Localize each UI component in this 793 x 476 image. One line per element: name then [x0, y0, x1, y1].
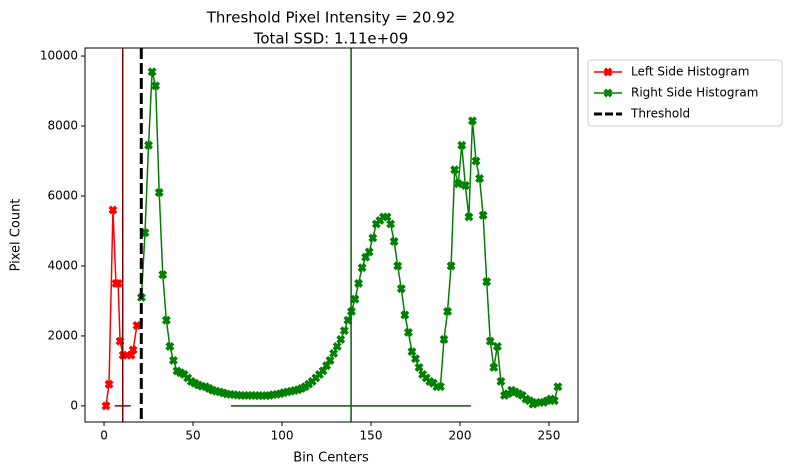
x-tick-label: 100 [271, 429, 294, 443]
marker [549, 396, 559, 406]
series-line [140, 71, 559, 406]
marker [489, 362, 499, 372]
marker [485, 336, 495, 346]
legend: Left Side Histogram Right Side Histogram T… [587, 59, 783, 127]
marker [144, 140, 153, 150]
y-tick-label: 4000 [47, 258, 78, 272]
marker [443, 306, 452, 316]
marker [329, 348, 339, 358]
marker [108, 205, 118, 215]
x-tick-label: 200 [449, 429, 472, 443]
marker [158, 270, 168, 280]
marker [336, 334, 346, 344]
marker [403, 327, 413, 337]
marker [400, 310, 410, 320]
marker [104, 379, 114, 389]
marker [407, 347, 417, 357]
marker [101, 401, 111, 411]
marker [382, 212, 392, 222]
marker [364, 247, 374, 257]
marker [332, 341, 342, 351]
marker [389, 237, 399, 246]
chart-title: Threshold Pixel Intensity = 20.92 [206, 9, 456, 27]
plot-frame [84, 47, 579, 423]
marker [457, 140, 467, 150]
marker [435, 382, 445, 392]
marker [325, 355, 335, 365]
x-axis-label: Bin Centers [293, 451, 369, 466]
marker [478, 210, 488, 220]
y-tick-label: 6000 [47, 188, 78, 202]
x-tick-label: 0 [100, 429, 108, 443]
y-tick-label: 2000 [47, 328, 78, 342]
marker [453, 179, 463, 189]
marker [411, 354, 420, 364]
marker [368, 233, 378, 243]
marker [354, 279, 364, 288]
marker [128, 345, 138, 355]
marker [446, 261, 456, 271]
y-tick-label: 0 [70, 398, 78, 412]
marker [396, 284, 406, 294]
marker [343, 315, 353, 325]
marker [339, 326, 349, 336]
marker [113, 279, 123, 288]
marker [169, 355, 178, 365]
marker [553, 382, 563, 392]
x-tick-label: 50 [185, 429, 200, 443]
marker [386, 219, 396, 229]
marker [603, 67, 613, 77]
marker [460, 181, 470, 190]
legend-label: Threshold [630, 107, 690, 121]
marker [414, 362, 424, 372]
marker [126, 350, 136, 360]
legend-label: Right Side Histogram [631, 86, 758, 100]
marker [450, 165, 460, 175]
marker [475, 174, 485, 183]
chart-subtitle: Total SSD: 1.11e+09 [253, 30, 409, 48]
marker [603, 88, 613, 98]
x-tick-label: 250 [538, 429, 561, 443]
y-axis-label: Pixel Count [9, 199, 24, 272]
marker [439, 334, 449, 344]
marker [471, 156, 481, 166]
legend-label: Left Side Histogram [631, 65, 749, 79]
y-tick-label: 10000 [40, 49, 78, 63]
marker [393, 261, 403, 271]
marker [496, 376, 506, 386]
x-tick-label: 150 [360, 429, 383, 443]
series-line [105, 209, 138, 407]
marker [132, 320, 142, 330]
marker [161, 315, 171, 325]
marker [154, 188, 164, 197]
marker [147, 67, 157, 77]
y-tick-label: 8000 [47, 119, 78, 133]
marker [350, 294, 360, 304]
marker [151, 81, 161, 91]
marker [165, 341, 175, 351]
marker [492, 341, 502, 351]
marker [357, 263, 367, 273]
marker [464, 212, 474, 222]
marker [482, 277, 492, 287]
legend-box [587, 59, 783, 127]
marker [468, 116, 477, 126]
